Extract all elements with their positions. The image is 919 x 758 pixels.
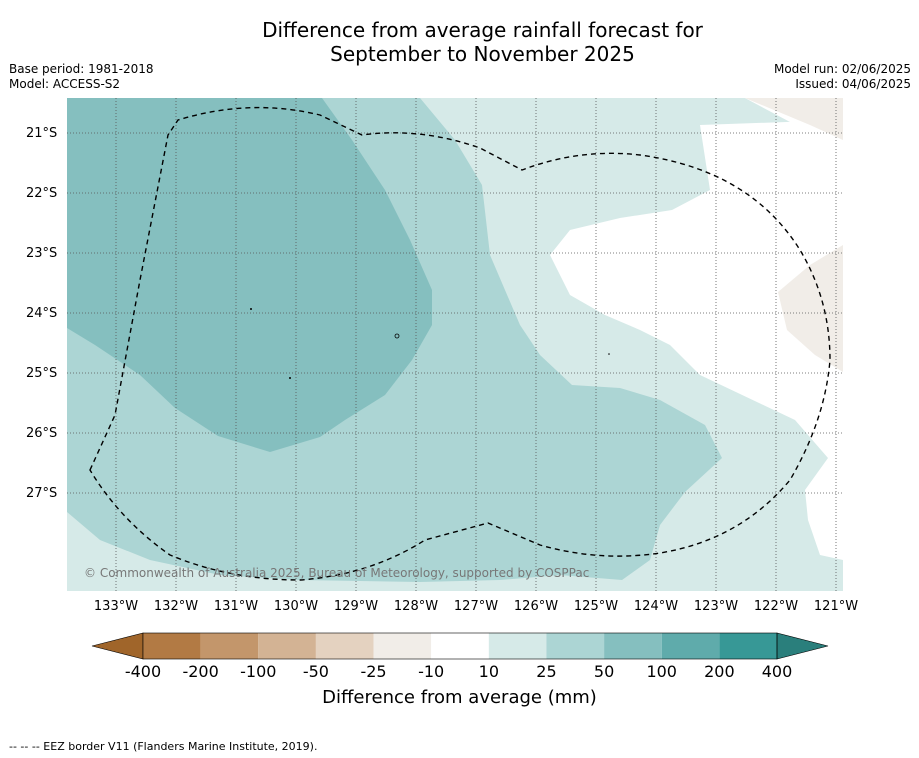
colorbar-segment xyxy=(488,633,547,659)
lat-label: 27°S xyxy=(26,486,58,501)
meta-left: Base period: 1981-2018 Model: ACCESS-S2 xyxy=(9,62,154,92)
colorbar-extend-low xyxy=(91,632,144,660)
colorbar-tick-label: -25 xyxy=(360,662,387,681)
colorbar-segment xyxy=(431,633,489,659)
colorbar-segment xyxy=(661,633,720,659)
island-marker xyxy=(608,353,610,355)
lon-label: 127°W xyxy=(453,599,499,614)
map-title: Difference from average rainfall forecas… xyxy=(0,18,919,66)
colorbar-segment xyxy=(315,633,374,659)
model-name: Model: ACCESS-S2 xyxy=(9,77,121,91)
colorbar xyxy=(91,632,829,660)
lon-label: 121°W xyxy=(813,599,859,614)
lon-label: 124°W xyxy=(633,599,679,614)
lon-label: 126°W xyxy=(513,599,559,614)
lon-label: 129°W xyxy=(333,599,379,614)
zone-drier-north-east xyxy=(745,98,843,140)
lat-label: 22°S xyxy=(26,186,58,201)
zone-near-average xyxy=(535,98,843,560)
lat-label: 24°S xyxy=(26,306,58,321)
colorbar-tick-label: -50 xyxy=(302,662,329,681)
colorbar-segment xyxy=(604,633,662,659)
lon-label: 128°W xyxy=(393,599,439,614)
colorbar-tick-label: 100 xyxy=(646,662,677,681)
island-marker xyxy=(250,308,252,310)
title-line-2: September to November 2025 xyxy=(330,42,635,66)
colorbar-tick-label: 10 xyxy=(478,662,499,681)
meta-right: Model run: 02/06/2025 Issued: 04/06/2025 xyxy=(774,62,911,92)
colorbar-tick-label: -10 xyxy=(418,662,445,681)
zone-drier-east xyxy=(778,245,843,372)
colorbar-tick-label: 25 xyxy=(536,662,557,681)
lon-label: 125°W xyxy=(573,599,619,614)
copyright-notice: © Commonwealth of Australia 2025, Bureau… xyxy=(84,566,590,580)
colorbar-tick-label: 50 xyxy=(593,662,615,681)
colorbar-tick-label: 400 xyxy=(761,662,793,681)
colorbar-segment xyxy=(143,633,201,659)
lat-label: 23°S xyxy=(26,246,58,261)
lat-label: 21°S xyxy=(26,126,58,141)
colorbar-tick-label: 200 xyxy=(704,662,735,681)
eez-footnote: -- -- -- EEZ border V11 (Flanders Marine… xyxy=(9,740,318,753)
island-marker xyxy=(394,333,400,339)
lon-label: 130°W xyxy=(273,599,319,614)
colorbar-segment xyxy=(373,633,432,659)
map-area xyxy=(67,98,843,591)
colorbar-title: Difference from average (mm) xyxy=(322,687,597,708)
colorbar-tick-label: -400 xyxy=(124,662,162,681)
colorbar-extend-high xyxy=(776,632,829,660)
lat-label: 26°S xyxy=(26,426,58,441)
eez-border xyxy=(89,106,831,581)
colorbar-segment xyxy=(258,633,316,659)
colorbar-segment xyxy=(719,633,777,659)
issued-date: Issued: 04/06/2025 xyxy=(795,77,911,91)
lon-label: 131°W xyxy=(213,599,259,614)
lon-label: 122°W xyxy=(753,599,799,614)
lon-label: 132°W xyxy=(153,599,199,614)
lon-label: 123°W xyxy=(693,599,739,614)
lon-label: 133°W xyxy=(93,599,139,614)
lat-label: 25°S xyxy=(26,366,58,381)
base-period: Base period: 1981-2018 xyxy=(9,62,154,76)
title-line-1: Difference from average rainfall forecas… xyxy=(262,18,703,42)
colorbar-segment xyxy=(200,633,259,659)
model-run: Model run: 02/06/2025 xyxy=(773,62,911,76)
colorbar-tick-label: -200 xyxy=(182,662,219,681)
colorbar-outline xyxy=(142,632,778,660)
colorbar-tick-label: -100 xyxy=(240,662,277,681)
graticule xyxy=(67,98,843,591)
island-marker xyxy=(289,377,291,379)
colorbar-segment xyxy=(546,633,605,659)
